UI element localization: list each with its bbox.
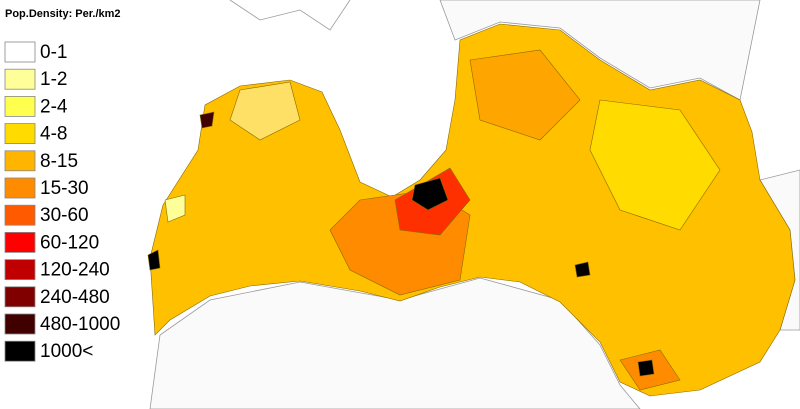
- legend-swatch: [4, 177, 36, 199]
- legend-label: 15-30: [40, 178, 89, 199]
- legend-label: 2-4: [40, 96, 68, 117]
- legend-swatch: [4, 259, 36, 281]
- legend-title: Pop.Density: Per./km2: [5, 8, 121, 20]
- legend-label: 1-2: [40, 69, 67, 90]
- legend-label: 1000<: [40, 341, 93, 362]
- legend-swatch: [4, 231, 36, 253]
- legend-label: 8-15: [40, 151, 78, 172]
- legend-swatch: [4, 123, 36, 144]
- legend-swatch: [4, 150, 36, 172]
- legend-swatch: [4, 286, 36, 308]
- legend-swatch: [4, 68, 36, 90]
- legend-swatch: [4, 340, 36, 362]
- legend-label: 0-1: [40, 42, 67, 63]
- legend-swatch: [4, 313, 36, 335]
- legend-swatch: [4, 41, 36, 63]
- legend-label: 30-60: [40, 205, 89, 226]
- legend-swatch: [4, 204, 36, 226]
- legend-swatch: [4, 96, 36, 117]
- legend-label: 4-8: [40, 124, 67, 145]
- country: [147, 23, 796, 397]
- legend-label: 120-240: [40, 260, 110, 281]
- legend-label: 240-480: [40, 287, 110, 308]
- legend: Pop.Density: Per./km2 0-1 1-2 2-4 4-8 8-15 15…: [4, 8, 121, 362]
- legend-label: 60-120: [40, 232, 99, 253]
- legend-label: 480-1000: [40, 314, 120, 335]
